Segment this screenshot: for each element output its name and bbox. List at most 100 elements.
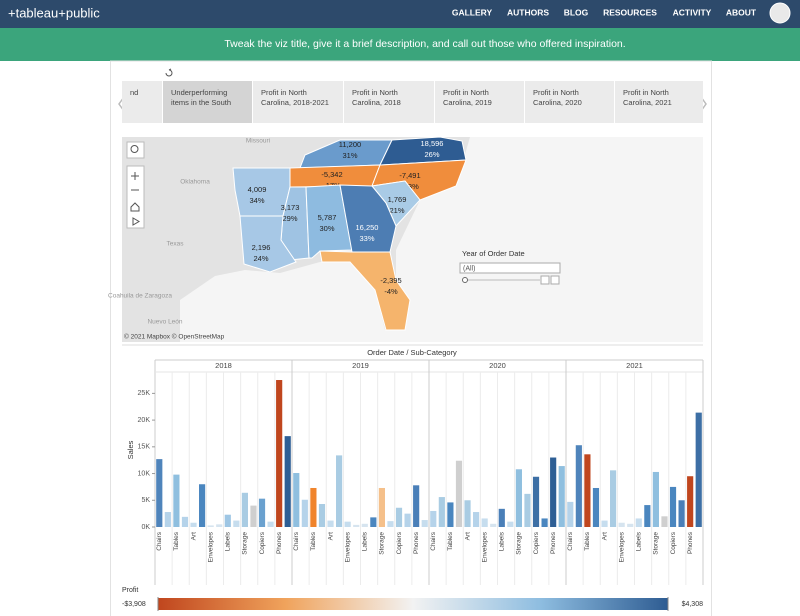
nav-item[interactable]: BLOG [564, 7, 589, 17]
bar[interactable] [498, 508, 505, 527]
filter-dropdown[interactable] [459, 262, 561, 274]
bar[interactable] [199, 484, 206, 527]
story-tab[interactable]: Profit in North Carolina, 2018-2021 [253, 81, 343, 123]
state-share: 21% [389, 206, 404, 215]
story-tab[interactable]: Profit in North Carolina, 2018 [344, 81, 434, 123]
bar[interactable] [353, 524, 360, 527]
bar[interactable] [661, 516, 668, 527]
bar[interactable] [618, 522, 625, 527]
bar[interactable] [181, 516, 189, 527]
bar[interactable] [464, 500, 471, 527]
bar[interactable] [490, 523, 497, 527]
bar[interactable] [507, 521, 514, 527]
bar[interactable] [276, 380, 283, 527]
bar[interactable] [481, 518, 488, 527]
state-share: 34% [249, 196, 264, 205]
bar[interactable] [610, 470, 617, 527]
x-tick-label: Envelopes [344, 531, 351, 562]
x-tick-label: Copiers [259, 531, 266, 554]
bar[interactable] [515, 469, 522, 527]
nav-item[interactable]: ABOUT [726, 7, 757, 17]
state-region[interactable] [379, 136, 467, 166]
bar[interactable] [413, 485, 420, 527]
bar[interactable] [550, 457, 557, 527]
x-tick-label: Storage [242, 532, 249, 555]
bar[interactable] [284, 436, 291, 527]
bar[interactable] [695, 412, 702, 527]
y-axis-label: Sales [126, 440, 135, 459]
bar[interactable] [669, 486, 677, 527]
bar[interactable] [644, 505, 651, 527]
bar[interactable] [421, 520, 428, 527]
bar[interactable] [575, 445, 582, 527]
avatar[interactable] [769, 2, 791, 24]
bar[interactable] [524, 493, 531, 527]
bar[interactable] [301, 499, 308, 527]
bar[interactable] [310, 487, 317, 527]
bar[interactable] [601, 520, 608, 527]
story-tab[interactable]: Profit in North Carolina, 2020 [525, 81, 614, 123]
bar[interactable] [327, 520, 334, 527]
bar[interactable] [164, 512, 171, 527]
slider-prev[interactable] [540, 275, 550, 285]
story-tab[interactable]: nd [122, 81, 162, 123]
slider-handle[interactable] [462, 277, 468, 283]
bar[interactable] [387, 521, 394, 527]
nav-item[interactable]: AUTHORS [507, 7, 549, 17]
bar[interactable] [627, 523, 634, 527]
bar[interactable] [652, 471, 659, 527]
bar[interactable] [233, 520, 240, 527]
bar[interactable] [241, 492, 248, 527]
bar[interactable] [635, 518, 642, 527]
bar[interactable] [318, 504, 326, 527]
bar[interactable] [173, 474, 180, 527]
bar[interactable] [558, 466, 565, 527]
legend-title: Profit [122, 587, 138, 594]
state-region[interactable] [239, 215, 297, 273]
story-tab[interactable]: Profit in North Carolina, 2021 [615, 81, 703, 123]
state-region[interactable] [319, 250, 411, 331]
logo[interactable]: +tableau+public [8, 5, 100, 20]
bar[interactable] [473, 512, 480, 527]
bar[interactable] [592, 487, 600, 527]
bar[interactable] [156, 459, 163, 527]
bar[interactable] [216, 524, 223, 527]
state-value: -5,342 [321, 170, 342, 179]
bar[interactable] [207, 525, 214, 527]
bar[interactable] [584, 454, 591, 527]
nav-item[interactable]: GALLERY [452, 7, 493, 17]
bar[interactable] [455, 460, 463, 527]
bar[interactable] [344, 521, 351, 527]
map-search[interactable] [126, 141, 145, 159]
slider-next[interactable] [550, 275, 560, 285]
bar[interactable] [541, 518, 548, 527]
map: Year of Order Date (All) © 2021 Mapbox ©… [108, 136, 703, 342]
state-value: 4,009 [248, 185, 267, 194]
bar[interactable] [378, 487, 385, 527]
bar[interactable] [404, 513, 411, 527]
bar[interactable] [250, 505, 257, 527]
bar[interactable] [370, 517, 377, 527]
bar[interactable] [567, 501, 574, 527]
y-tick-label: 25K [138, 390, 151, 397]
nav-item[interactable]: ACTIVITY [673, 7, 712, 17]
bar[interactable] [224, 514, 231, 527]
bar[interactable] [190, 522, 197, 527]
bar[interactable] [687, 476, 694, 527]
bar[interactable] [447, 502, 454, 527]
story-tab[interactable]: Profit in North Carolina, 2019 [435, 81, 524, 123]
bar[interactable] [258, 498, 266, 527]
bar[interactable] [267, 521, 274, 527]
bar[interactable] [532, 476, 540, 527]
bar[interactable] [430, 510, 437, 527]
bar[interactable] [336, 455, 343, 527]
bar[interactable] [395, 507, 403, 527]
map-tools[interactable] [126, 165, 145, 229]
bar[interactable] [678, 500, 685, 527]
bar[interactable] [438, 497, 445, 527]
story-tab[interactable]: Underperforming items in the South [163, 81, 252, 123]
bar[interactable] [293, 473, 300, 527]
bar[interactable] [361, 523, 368, 527]
nav-item[interactable]: RESOURCES [603, 7, 657, 17]
revert-icon[interactable] [165, 68, 173, 77]
